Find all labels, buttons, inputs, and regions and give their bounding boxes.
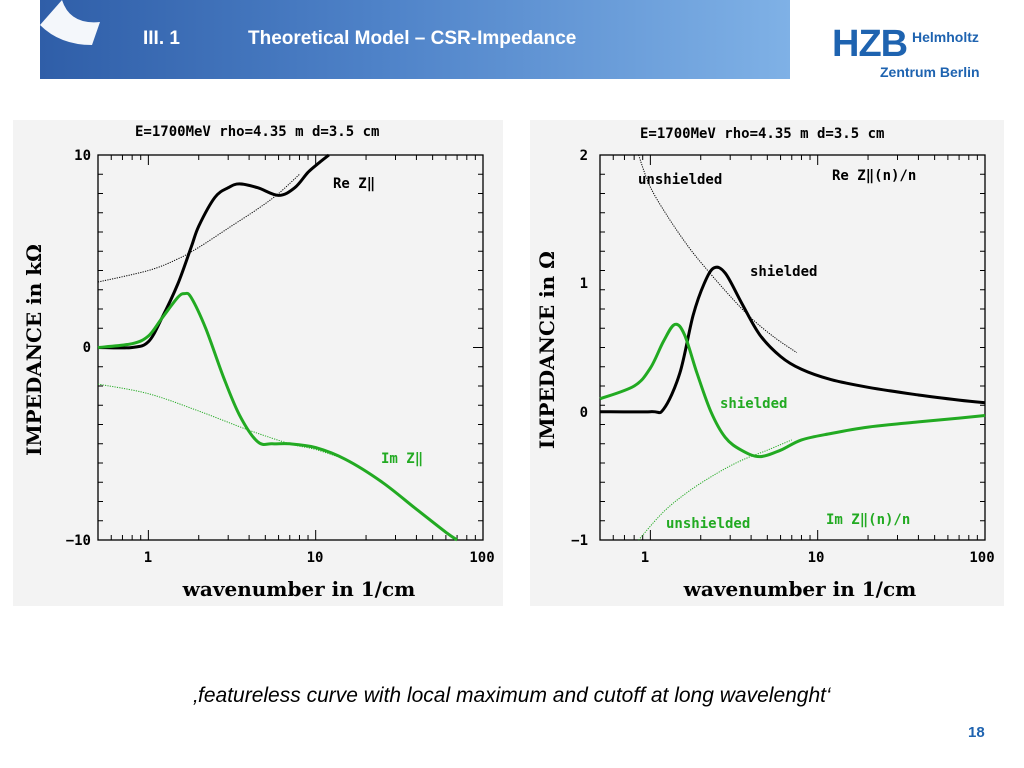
logo-line1: Helmholtz: [912, 29, 979, 45]
chart-left-label-re: Re Z‖: [333, 176, 375, 192]
caption: ‚featureless curve with local maximum an…: [193, 684, 831, 707]
chart-right-label-re: Re Z‖(n)/n: [832, 168, 916, 184]
chart-left-xtick-10: 10: [307, 550, 324, 566]
series-line-1-0: [599, 265, 986, 415]
logo-swoosh: [40, 0, 100, 45]
chart-right-ytick-2: 2: [580, 148, 588, 164]
header-band: [40, 0, 790, 79]
chart-right-ytick-1: 1: [580, 276, 588, 292]
chart-right-ticks: [599, 154, 985, 541]
page-number: 18: [968, 724, 985, 741]
series-line-0-0: [97, 153, 330, 350]
series-line-0-3: [97, 383, 346, 460]
chart-left-title: E=1700MeV rho=4.35 m d=3.5 cm: [135, 124, 379, 140]
chart-right-xtick-1: 1: [641, 550, 649, 566]
chart-left-frame: [97, 154, 484, 541]
chart-right-title: E=1700MeV rho=4.35 m d=3.5 cm: [640, 126, 884, 142]
chart-right-label-shielded-im: shielded: [720, 396, 787, 412]
chart-right-ylabel: IMPEDANCE in Ω: [535, 251, 559, 449]
chart-left-xlabel: wavenumber in 1/cm: [182, 577, 416, 601]
chart-right-ytick-0: 0: [580, 405, 588, 421]
series-line-1-2: [599, 322, 986, 459]
chart-left-xtick-1: 1: [144, 550, 152, 566]
chart-right-label-im: Im Z‖(n)/n: [826, 512, 910, 528]
chart-right-ytick-neg1: −1: [571, 533, 588, 549]
chart-left-label-im: Im Z‖: [381, 451, 423, 467]
section-number: III. 1: [143, 28, 180, 49]
chart-left-ytick-top: 10: [74, 148, 91, 164]
series-line-0-2: [97, 291, 458, 542]
slide-title: Theoretical Model – CSR-Impedance: [248, 28, 577, 49]
hzb-logo: HZB Helmholtz Zentrum Berlin: [832, 24, 1002, 84]
chart-left-series: [97, 153, 458, 542]
chart-right-series: [599, 154, 986, 541]
chart-right: E=1700MeV rho=4.35 m d=3.5 cm IMPEDANCE …: [530, 120, 1004, 606]
chart-right-frame: [599, 154, 986, 541]
chart-right-xlabel: wavenumber in 1/cm: [683, 577, 917, 601]
chart-left-svg: E=1700MeV rho=4.35 m d=3.5 cm IMPEDANCE …: [22, 124, 495, 601]
chart-right-label-unshielded-re: unshielded: [638, 172, 722, 188]
chart-left-ytick-mid: 0: [83, 340, 91, 356]
chart-right-label-unshielded-im: unshielded: [666, 516, 750, 532]
chart-right-xtick-10: 10: [808, 550, 825, 566]
chart-left-ylabel: IMPEDANCE in kΩ: [22, 244, 46, 456]
series-line-1-3: [638, 439, 792, 541]
logo-line2: Zentrum Berlin: [880, 64, 980, 80]
chart-left-ticks: [97, 154, 483, 541]
chart-right-svg: E=1700MeV rho=4.35 m d=3.5 cm IMPEDANCE …: [535, 126, 995, 601]
chart-right-label-shielded-re: shielded: [750, 264, 817, 280]
series-line-1-1: [638, 154, 798, 354]
chart-right-xtick-100: 100: [969, 550, 994, 566]
chart-left-xtick-100: 100: [469, 550, 494, 566]
logo-abbr: HZB: [832, 23, 908, 65]
chart-left-ytick-bottom: −10: [66, 533, 91, 549]
chart-left: E=1700MeV rho=4.35 m d=3.5 cm IMPEDANCE …: [13, 120, 503, 606]
